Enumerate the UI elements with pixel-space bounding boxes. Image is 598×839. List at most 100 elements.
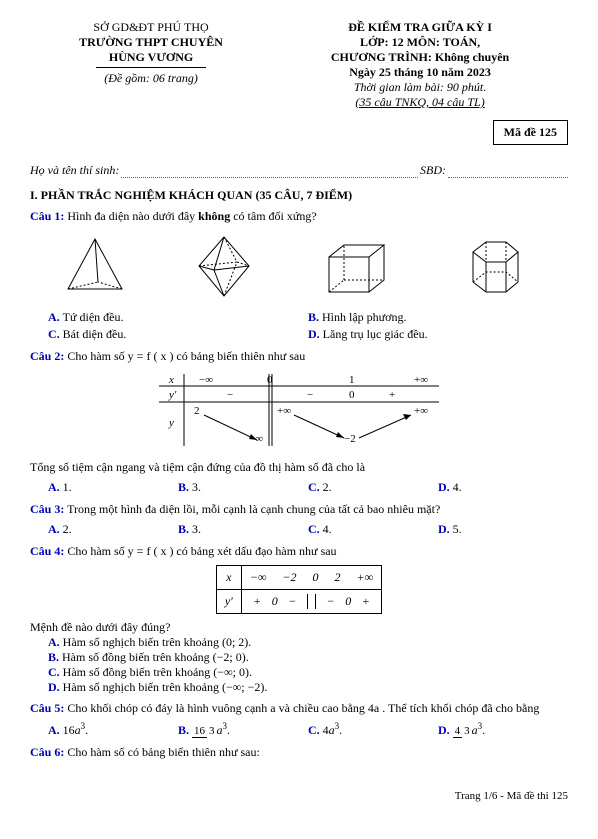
q4-s4: − (327, 594, 335, 609)
exam-date: Ngày 25 tháng 10 năm 2023 (272, 65, 568, 80)
q2-text: Cho hàm số y = f ( x ) có bảng biến thiê… (67, 349, 305, 363)
q6-label: Câu 6: (30, 745, 64, 759)
q2-c-text: 2. (323, 480, 332, 494)
svg-text:+∞: +∞ (414, 374, 428, 386)
q1-shapes (30, 234, 568, 299)
q3-options: A. 2. B. 3. C. 4. D. 5. (48, 521, 568, 538)
q1-opt-c: C. Bát diện đều. (48, 326, 308, 343)
svg-text:0: 0 (267, 374, 273, 386)
q4-h3: 0 (305, 566, 327, 590)
sbd-blank (448, 177, 568, 178)
svg-text:0: 0 (349, 389, 355, 401)
q4-s3: − (288, 594, 296, 609)
question-2: Câu 2: Cho hàm số y = f ( x ) có bảng bi… (30, 349, 568, 364)
q3-c-text: 4. (323, 522, 332, 536)
q2-d-text: 4. (453, 480, 462, 494)
header-left: SỞ GD&ĐT PHÚ THỌ TRƯỜNG THPT CHUYÊN HÙNG… (30, 20, 272, 110)
school-line-1: TRƯỜNG THPT CHUYÊN (30, 35, 272, 50)
q4-s6: + (362, 594, 370, 609)
q5-label: Câu 5: (30, 701, 64, 715)
q4-options: A. Hàm số nghịch biến trên khoảng (0; 2)… (48, 635, 568, 695)
q4-d-text: Hàm số nghịch biến trên khoảng (−∞; −2). (63, 680, 268, 694)
octahedron-icon (189, 234, 259, 299)
q3-opt-b: B. 3. (178, 521, 308, 538)
q1-opt-b: B. Hình lập phương. (308, 309, 568, 326)
svg-text:x: x (168, 374, 174, 386)
q3-text: Trong một hình đa diện lồi, mỗi cạnh là … (67, 502, 440, 516)
doc-header: SỞ GD&ĐT PHÚ THỌ TRƯỜNG THPT CHUYÊN HÙNG… (30, 20, 568, 110)
q4-tail: Mệnh đề nào dưới đây đúng? (30, 620, 568, 635)
student-info-row: Họ và tên thí sinh: SBD: (30, 163, 568, 178)
q4-s2: 0 (272, 594, 278, 609)
q4-h1: −∞ (241, 566, 274, 590)
q4-opt-d: D. Hàm số nghịch biến trên khoảng (−∞; −… (48, 680, 568, 695)
school-line-2: HÙNG VƯƠNG (30, 50, 272, 65)
question-3: Câu 3: Trong một hình đa diện lồi, mỗi c… (30, 502, 568, 517)
question-6: Câu 6: Cho hàm số có bảng biến thiên như… (30, 745, 568, 760)
q5-text: Cho khối chóp có đáy là hình vuông cạnh … (67, 701, 539, 715)
q4-th-y: y′ (216, 590, 241, 614)
q3-opt-d: D. 5. (438, 521, 568, 538)
q2-options: A. 1. B. 3. C. 2. D. 4. (48, 479, 568, 496)
q1-text-a: Hình đa diện nào dưới đây (67, 209, 198, 223)
q2-label: Câu 2: (30, 349, 64, 363)
q2-opt-d: D. 4. (438, 479, 568, 496)
svg-text:y′: y′ (168, 389, 177, 401)
q4-opt-c: C. Hàm số đồng biến trên khoảng (−∞; 0). (48, 665, 568, 680)
q3-b-text: 3. (192, 522, 201, 536)
sbd-label: SBD: (420, 163, 446, 178)
page-footer: Trang 1/6 - Mã đề thi 125 (30, 790, 568, 802)
q4-th-x: x (216, 566, 241, 590)
q1-b-text: Hình lập phương. (322, 310, 407, 324)
q2-a-text: 1. (63, 480, 72, 494)
q4-sign-cells: + 0 − − 0 + (241, 590, 381, 614)
q5-opt-b: B. 163a3. (178, 720, 308, 739)
q1-opt-a: A. Tứ diện đều. (48, 309, 308, 326)
q1-bold: không (198, 209, 230, 223)
q4-h4: 2 (327, 566, 349, 590)
q4-h2: −2 (274, 566, 304, 590)
q4-label: Câu 4: (30, 544, 64, 558)
q1-options: A. Tứ diện đều. B. Hình lập phương. C. B… (48, 309, 568, 343)
question-4: Câu 4: Cho hàm số y = f ( x ) có bảng xé… (30, 544, 568, 559)
q4-opt-a: A. Hàm số nghịch biến trên khoảng (0; 2)… (48, 635, 568, 650)
q4-opt-b: B. Hàm số đồng biến trên khoảng (−2; 0). (48, 650, 568, 665)
cube-icon (319, 237, 399, 297)
q4-h5: +∞ (349, 566, 382, 590)
q1-opt-d: D. Lăng trụ lục giác đều. (308, 326, 568, 343)
q2-variation-table: x −∞ 0 1 +∞ y′ − − 0 + y 2 +∞ +∞ −∞ −2 (30, 370, 568, 454)
program-line: CHƯƠNG TRÌNH: Không chuyên (272, 50, 568, 65)
header-right: ĐỀ KIỂM TRA GIỮA KỲ I LỚP: 12 MÔN: TOÁN,… (272, 20, 568, 110)
svg-text:−∞: −∞ (199, 374, 213, 386)
q2-tail: Tổng số tiệm cận ngang và tiệm cận đứng … (30, 460, 568, 475)
q5-opt-c: C. 4a3. (308, 720, 438, 739)
q6-text: Cho hàm số có bảng biến thiên như sau: (67, 745, 259, 759)
q5-options: A. 16a3. B. 163a3. C. 4a3. D. 43a3. (48, 720, 568, 739)
q3-opt-c: C. 4. (308, 521, 438, 538)
q4-a-text: Hàm số nghịch biến trên khoảng (0; 2). (63, 635, 252, 649)
q2-opt-a: A. 1. (48, 479, 178, 496)
svg-text:+: + (389, 389, 395, 401)
q1-text-b: có tâm đối xứng? (230, 209, 316, 223)
dept-line: SỞ GD&ĐT PHÚ THỌ (30, 20, 272, 35)
q1-c-text: Bát diện đều. (63, 327, 127, 341)
exam-code-box: Mã đề 125 (493, 120, 568, 145)
q4-b-text: Hàm số đồng biến trên khoảng (−2; 0). (62, 650, 249, 664)
q1-d-text: Lăng trụ lục giác đều. (323, 327, 428, 341)
exam-duration: Thời gian làm bài: 90 phút. (272, 80, 568, 95)
q4-s1: + (253, 594, 261, 609)
question-5: Câu 5: Cho khối chóp có đáy là hình vuôn… (30, 701, 568, 716)
q4-c-text: Hàm số đồng biến trên khoảng (−∞; 0). (63, 665, 252, 679)
q3-d-text: 5. (453, 522, 462, 536)
question-1: Câu 1: Hình đa diện nào dưới đây không c… (30, 209, 568, 224)
exam-title: ĐỀ KIỂM TRA GIỮA KỲ I (272, 20, 568, 35)
svg-text:+∞: +∞ (414, 405, 428, 417)
q5-opt-a: A. 16a3. (48, 720, 178, 739)
class-line: LỚP: 12 MÔN: TOÁN, (272, 35, 568, 50)
svg-text:−: − (307, 389, 313, 401)
q1-a-text: Tứ diện đều. (63, 310, 124, 324)
q4-s5: 0 (345, 594, 351, 609)
svg-text:−2: −2 (344, 433, 356, 445)
q1-label: Câu 1: (30, 209, 64, 223)
svg-text:+∞: +∞ (277, 405, 291, 417)
